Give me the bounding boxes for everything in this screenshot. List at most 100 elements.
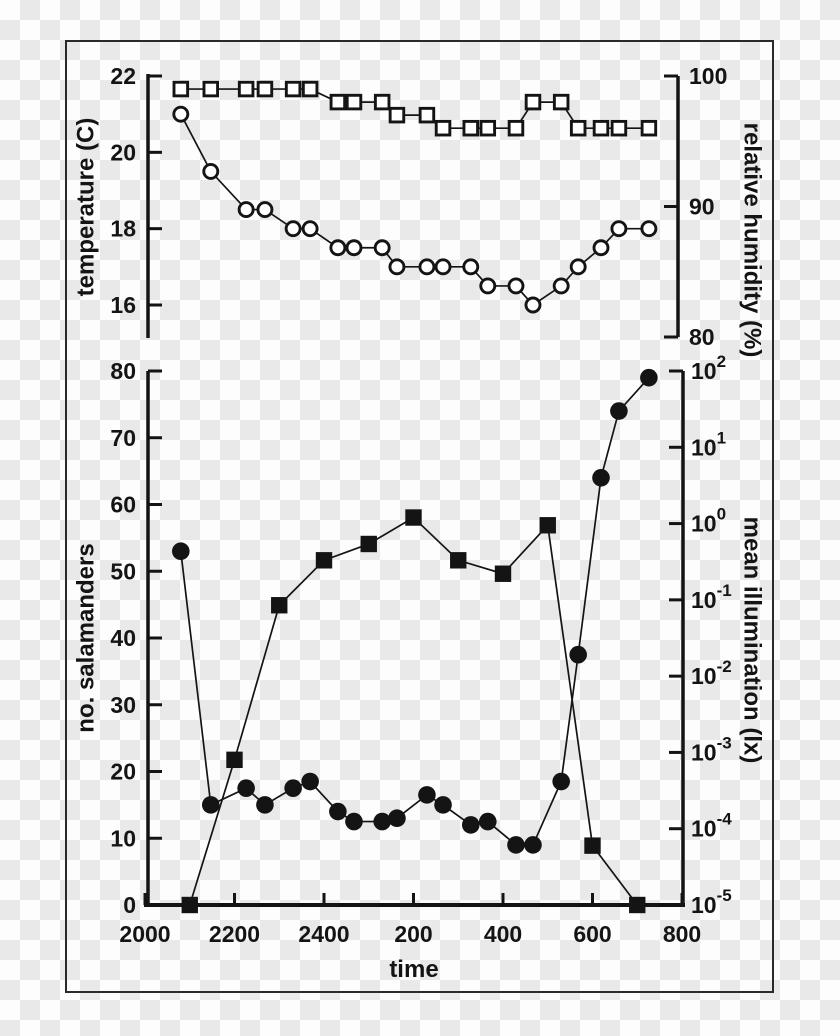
salamanders-point (329, 802, 347, 821)
salamanders-point (592, 469, 610, 487)
illumination-tick-label: 10-5 (691, 885, 732, 918)
salamanders-tick-label: 40 (110, 625, 136, 651)
salamanders-point (373, 812, 391, 831)
humidity-point (640, 119, 658, 137)
temperature-point (172, 105, 190, 123)
illumination-tick-label: 10-3 (691, 733, 732, 766)
temperature-point (552, 277, 570, 295)
humidity-tick-label: 90 (689, 194, 715, 220)
humidity-point (172, 80, 190, 98)
illumination-point (584, 837, 601, 854)
salamanders-point (172, 542, 190, 561)
temperature-point (256, 201, 274, 219)
humidity-point (373, 93, 391, 111)
temperature-tick-label: 16 (110, 292, 136, 318)
time-tick-label: 400 (484, 921, 522, 947)
humidity-point (301, 80, 319, 98)
temperature-point (373, 239, 391, 257)
humidity-point (524, 93, 542, 111)
salamanders-point (418, 786, 436, 804)
salamanders-tick-label: 80 (110, 358, 136, 384)
salamanders-tick-label: 50 (110, 558, 136, 584)
illumination-tick-label: 101 (691, 428, 726, 461)
illumination-tick-label: 10-1 (691, 580, 732, 613)
salamanders-point (434, 796, 452, 814)
temperature-point (569, 258, 587, 276)
salamanders-point (569, 645, 587, 664)
illumination-point (405, 509, 422, 526)
illumination-point (450, 552, 467, 569)
temperature-point (329, 239, 347, 257)
salamanders-axis-title: no. salamanders (73, 543, 100, 732)
temperature-point (388, 258, 406, 276)
temperature-point (418, 258, 436, 276)
temperature-point (462, 258, 480, 276)
salamanders-tick-label: 0 (123, 892, 136, 918)
time-tick-label: 2000 (119, 921, 170, 947)
temperature-point (434, 258, 452, 276)
salamanders-point (610, 402, 628, 420)
humidity-axis-title: relative humidity (%) (739, 123, 766, 358)
time-tick-label: 2400 (298, 921, 349, 947)
humidity-point (610, 119, 628, 137)
illumination-point (315, 552, 333, 569)
humidity-point (256, 80, 274, 98)
humidity-point (434, 119, 452, 137)
salamanders-point (201, 796, 220, 814)
temperature-point (640, 220, 658, 238)
illumination-point (494, 565, 512, 582)
temperature-point (237, 201, 255, 219)
humidity-point (202, 80, 220, 98)
illumination-point (181, 896, 198, 914)
temperature-tick-label: 18 (110, 216, 136, 242)
salamanders-point (507, 836, 525, 854)
humidity-point (479, 119, 497, 137)
humidity-point (237, 80, 255, 98)
salamanders-point (237, 779, 255, 797)
temperature-point (592, 239, 610, 257)
salamanders-point (345, 812, 363, 831)
salamanders-tick-label: 30 (110, 692, 136, 718)
time-tick-label: 800 (663, 921, 701, 947)
illumination-point (629, 896, 646, 914)
time-tick-label: 200 (394, 921, 432, 947)
temperature-point (507, 277, 525, 295)
humidity-tick-label: 100 (689, 63, 727, 89)
humidity-point (592, 119, 610, 137)
salamanders-point (301, 772, 319, 791)
salamanders-point (256, 796, 274, 814)
salamanders-line (179, 377, 650, 846)
data-series-group (172, 80, 658, 914)
humidity-point (388, 106, 406, 124)
temperature-point (524, 296, 542, 314)
humidity-tick-label: 80 (689, 324, 715, 350)
illumination-tick-label: 10-4 (691, 809, 732, 842)
illumination-tick-label: 102 (691, 352, 726, 385)
salamanders-tick-label: 60 (110, 492, 136, 518)
illumination-point (271, 597, 288, 614)
time-tick-label: 600 (573, 921, 611, 947)
illumination-tick-label: 10-2 (691, 657, 732, 690)
salamanders-point (478, 812, 497, 831)
temperature-point (345, 239, 363, 257)
illumination-point (539, 517, 556, 534)
humidity-point (284, 80, 302, 98)
humidity-point (418, 106, 436, 124)
time-axis-title: time (389, 956, 438, 983)
illumination-tick-label: 100 (691, 504, 726, 537)
humidity-point (569, 119, 587, 137)
salamanders-tick-label: 20 (110, 759, 136, 785)
temperature-point (301, 220, 319, 238)
temperature-point (610, 220, 628, 238)
temperature-tick-label: 22 (110, 63, 136, 89)
illumination-axis-title: mean illumination (lx) (739, 517, 766, 764)
time-tick-label: 2200 (209, 921, 260, 947)
tick-labels-group: 2220181610090808070605040302010010210110… (110, 63, 732, 947)
axes-group (143, 74, 685, 907)
salamanders-tick-label: 70 (110, 425, 136, 451)
temperature-point (284, 220, 302, 238)
temperature-point (202, 162, 220, 180)
humidity-point (345, 93, 363, 111)
salamanders-point (524, 836, 542, 854)
